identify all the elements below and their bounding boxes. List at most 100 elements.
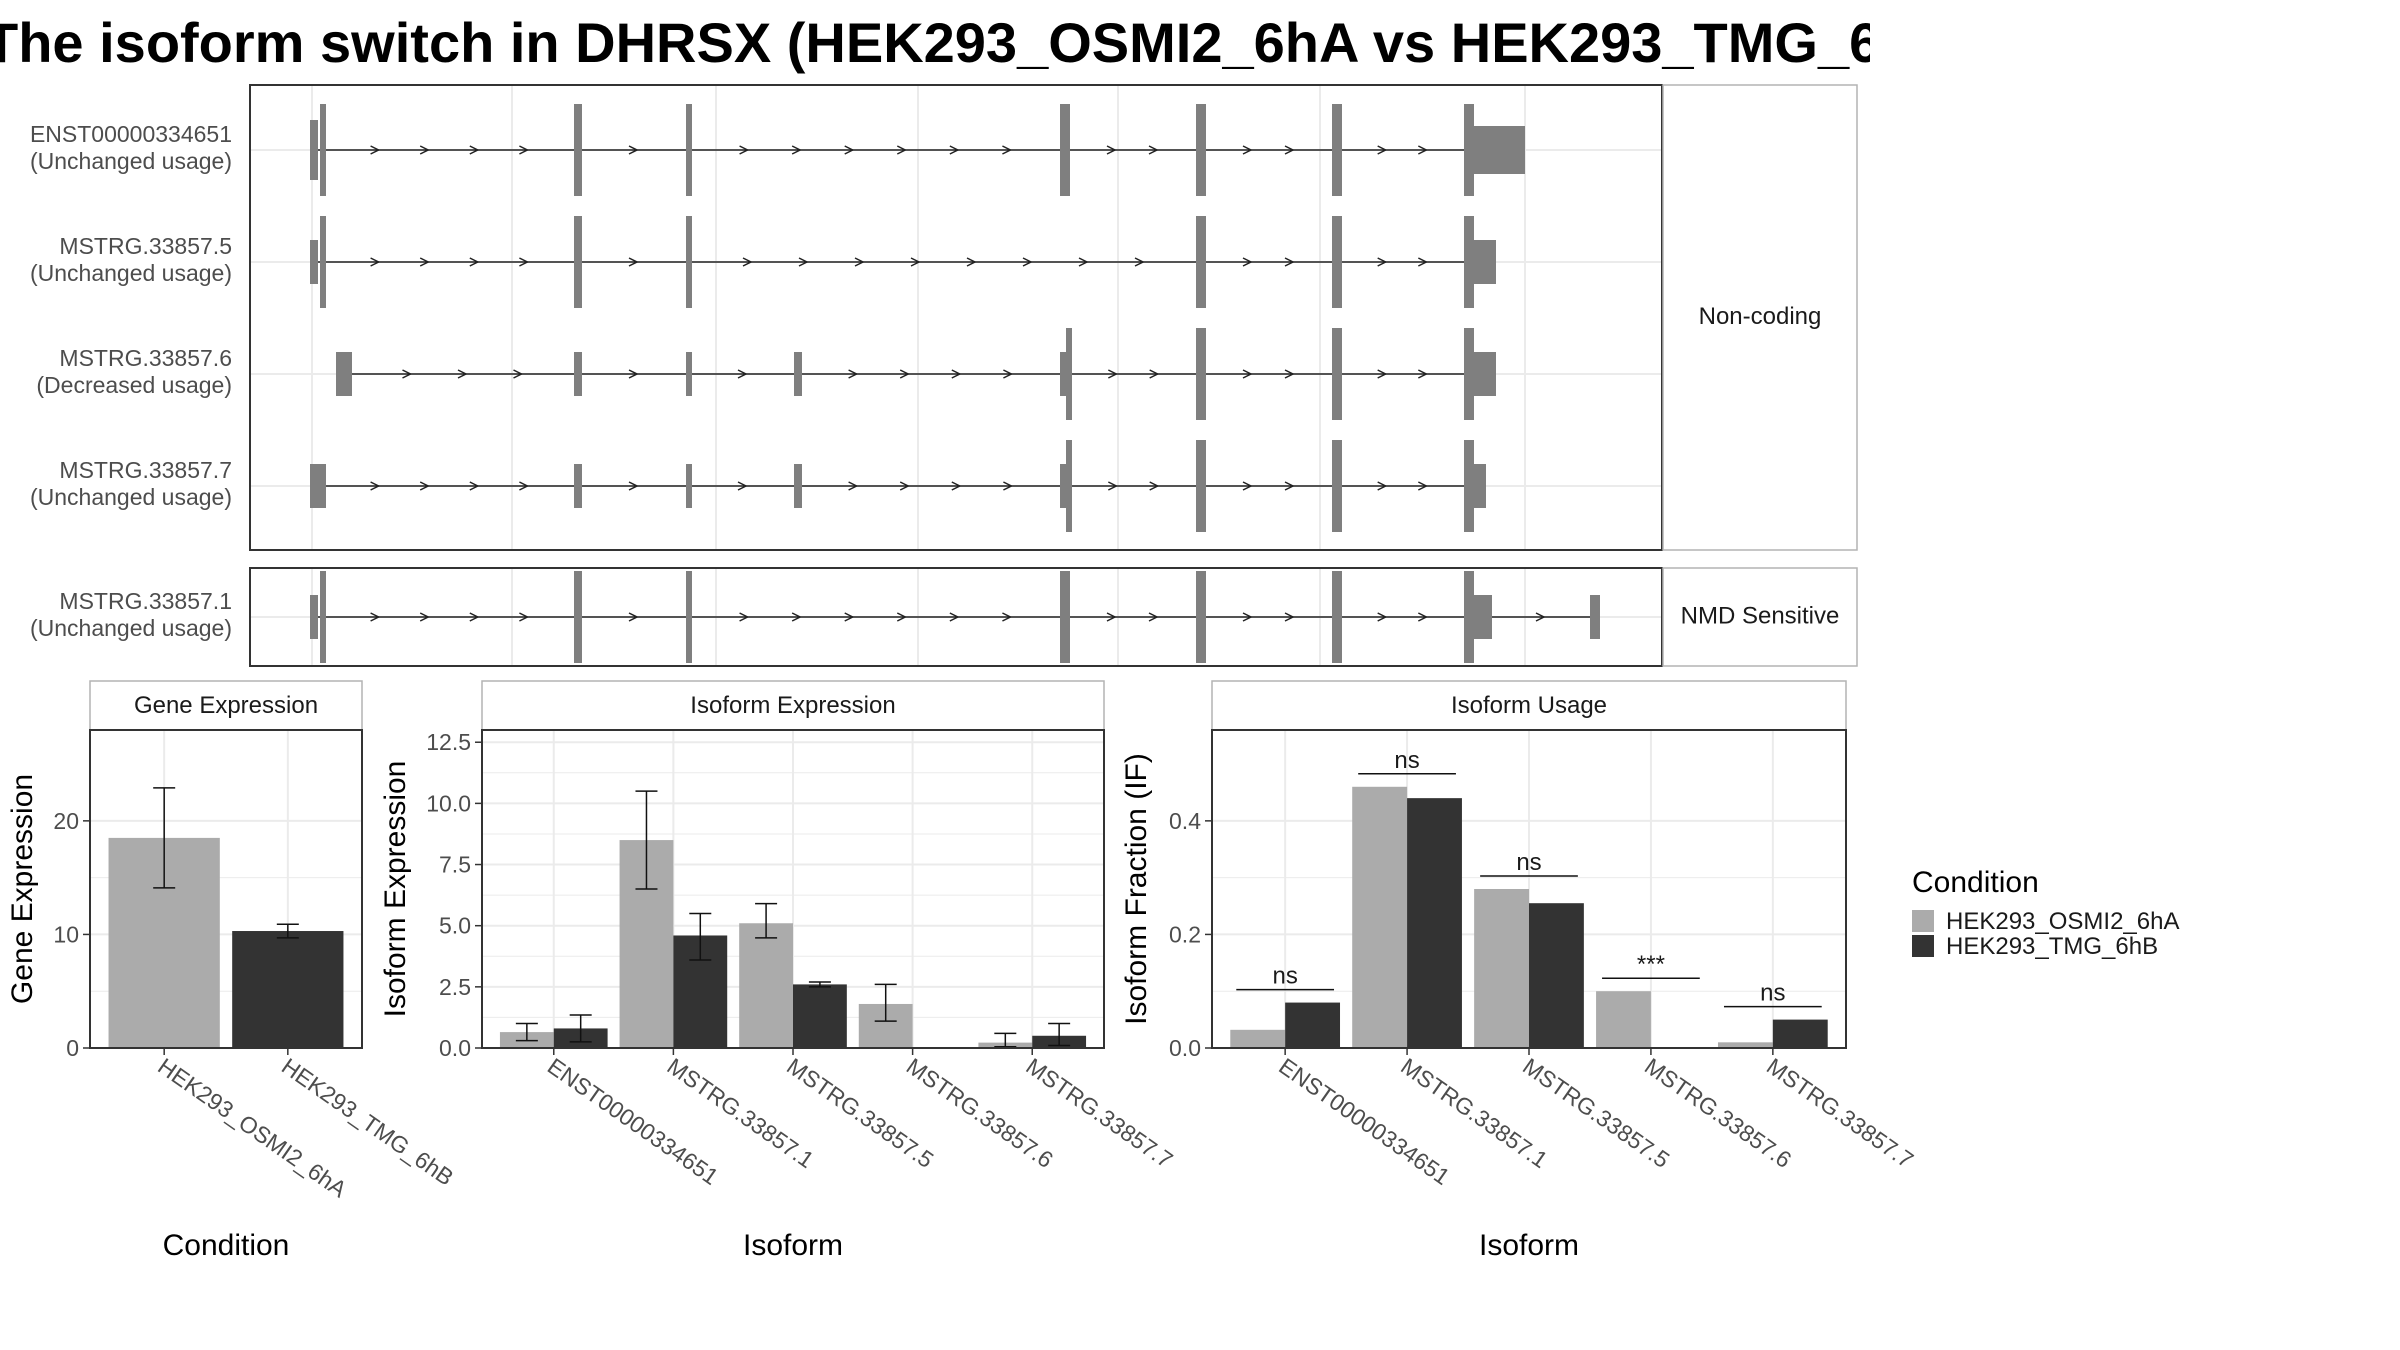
y-axis-title: Isoform Expression [379, 761, 412, 1018]
intron-direction-arrow [798, 257, 809, 267]
exon [1464, 216, 1474, 308]
exon [794, 352, 802, 396]
exon [1066, 440, 1072, 532]
exon [1196, 216, 1206, 308]
x-axis-title: Isoform [1479, 1229, 1579, 1262]
bar [1230, 1029, 1286, 1048]
intron-direction-arrow [419, 481, 430, 491]
transcript-id-label: MSTRG.33857.6 [59, 345, 232, 371]
exon [1196, 571, 1206, 663]
y-tick-label: 7.5 [439, 852, 471, 878]
intron-direction-arrow [1149, 369, 1160, 379]
exon [1474, 352, 1496, 396]
legend-title: Condition [1912, 866, 2039, 899]
exon [320, 104, 326, 196]
intron-direction-arrow [1377, 612, 1388, 622]
significance-label: ns [1272, 963, 1297, 990]
intron-direction-arrow [1377, 257, 1388, 267]
exon [320, 571, 326, 663]
intron-direction-arrow [844, 612, 855, 622]
exon [574, 464, 582, 508]
transcript-status-label: (Unchanged usage) [30, 484, 232, 510]
intron-direction-arrow [1242, 369, 1253, 379]
intron-direction-arrow [1377, 369, 1388, 379]
intron-direction-arrow [896, 612, 907, 622]
legend-swatch [1912, 935, 1934, 957]
exon [1060, 104, 1070, 196]
intron-direction-arrow [628, 481, 639, 491]
exon [1196, 104, 1206, 196]
exon [574, 216, 582, 308]
intron-direction-arrow [1003, 369, 1014, 379]
intron-direction-arrow [1107, 481, 1119, 491]
significance-label: ns [1394, 747, 1419, 774]
intron-direction-arrow [1148, 612, 1159, 622]
intron-direction-arrow [628, 145, 639, 155]
intron-direction-arrow [742, 257, 753, 267]
exon [1474, 595, 1492, 639]
intron-direction-arrow [737, 369, 748, 379]
legend-entry-label: HEK293_OSMI2_6hA [1946, 908, 2179, 935]
exon [1060, 571, 1070, 663]
y-tick-label: 2.5 [439, 974, 471, 1000]
intron-direction-arrow [1284, 481, 1295, 491]
intron-direction-arrow [949, 612, 960, 622]
intron-direction-arrow [848, 369, 859, 379]
facet-strip-label: NMD Sensitive [1681, 602, 1840, 629]
intron-direction-arrow [1377, 481, 1388, 491]
intron-direction-arrow [1284, 145, 1295, 155]
intron-direction-arrow [1134, 257, 1145, 267]
facet-strip [1662, 567, 1858, 667]
bar [1474, 889, 1529, 1048]
y-tick-label: 0.0 [439, 1035, 471, 1061]
facet-strip-label: Non-coding [1699, 303, 1822, 330]
bar [1407, 798, 1462, 1048]
exon [1196, 440, 1206, 532]
exon [794, 464, 802, 508]
intron-direction-arrow [1242, 481, 1253, 491]
intron-direction-arrow [402, 369, 413, 379]
exon [310, 464, 326, 508]
structure-panel-border [249, 84, 1663, 551]
intron-direction-arrow [1417, 369, 1429, 379]
intron-direction-arrow [739, 612, 750, 622]
exon [1332, 328, 1342, 420]
intron-direction-arrow [1242, 612, 1253, 622]
significance-label: *** [1637, 951, 1665, 978]
intron-direction-arrow [1002, 145, 1013, 155]
exon [1066, 328, 1072, 420]
y-axis-title: Gene Expression [6, 774, 39, 1004]
intron-direction-arrow [469, 145, 480, 155]
panel-title: Isoform Expression [690, 692, 895, 719]
intron-direction-arrow [419, 612, 430, 622]
intron-direction-arrow [951, 369, 962, 379]
y-axis-title: Isoform Fraction (IF) [1120, 753, 1153, 1025]
intron-direction-arrow [519, 145, 530, 155]
exon [1474, 464, 1486, 508]
intron-direction-arrow [899, 369, 910, 379]
exon [1464, 328, 1474, 420]
x-axis-title: Isoform [743, 1229, 843, 1262]
intron-direction-arrow [1284, 369, 1295, 379]
significance-label: ns [1516, 849, 1541, 876]
intron-direction-arrow [1022, 257, 1033, 267]
x-axis-title: Condition [163, 1229, 290, 1262]
panel-title-strip [481, 680, 1105, 731]
bar [1717, 1042, 1773, 1048]
exon [1332, 104, 1342, 196]
exon [1332, 216, 1342, 308]
y-tick-label: 0.2 [1169, 921, 1201, 947]
intron-direction-arrow [1149, 481, 1160, 491]
y-tick-label: 5.0 [439, 913, 471, 939]
bar [232, 931, 344, 1048]
y-tick-label: 10 [53, 921, 79, 947]
exon [574, 352, 582, 396]
transcript-status-label: (Decreased usage) [36, 372, 232, 398]
intron-direction-arrow [1284, 257, 1295, 267]
exon [310, 240, 318, 284]
intron-direction-arrow [737, 481, 748, 491]
transcript-id-label: ENST00000334651 [30, 121, 232, 147]
bar [739, 923, 793, 1048]
intron-direction-arrow [628, 612, 639, 622]
